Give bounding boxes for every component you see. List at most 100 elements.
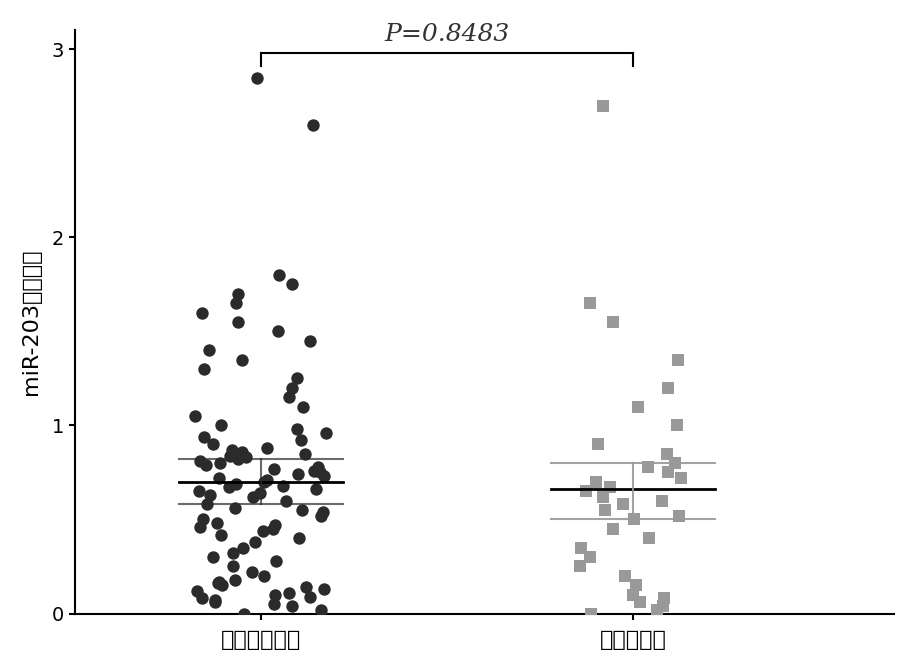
Point xyxy=(596,492,610,503)
Point xyxy=(629,580,643,590)
Y-axis label: miR-203表达水平: miR-203表达水平 xyxy=(21,249,41,395)
Point xyxy=(313,467,328,478)
Point xyxy=(670,420,684,431)
Point xyxy=(282,587,296,598)
Point xyxy=(231,317,245,327)
Point xyxy=(291,469,306,480)
Point xyxy=(234,446,249,457)
Point xyxy=(228,503,242,513)
Point xyxy=(661,467,675,478)
Point xyxy=(257,570,272,581)
Point xyxy=(191,486,206,497)
Point xyxy=(244,567,259,578)
Point xyxy=(208,595,222,606)
Point xyxy=(248,537,263,548)
Point xyxy=(633,597,648,607)
Point xyxy=(267,599,282,609)
Point xyxy=(213,529,228,540)
Point xyxy=(213,420,228,431)
Point xyxy=(268,520,283,531)
Point xyxy=(314,511,328,521)
Point xyxy=(292,533,307,544)
Point xyxy=(188,411,202,421)
Point xyxy=(296,401,310,412)
Point xyxy=(221,482,236,493)
Point xyxy=(316,507,330,517)
Point xyxy=(267,589,282,600)
Point xyxy=(654,495,669,506)
Point xyxy=(606,523,620,534)
Point xyxy=(310,462,325,472)
Point xyxy=(197,431,211,442)
Point xyxy=(307,465,321,476)
Point xyxy=(266,523,281,534)
Point xyxy=(197,364,211,374)
Point xyxy=(275,480,290,491)
Point xyxy=(317,584,331,595)
Point xyxy=(282,392,296,403)
Point xyxy=(250,72,264,83)
Point xyxy=(193,456,208,466)
Point xyxy=(229,478,243,489)
Point xyxy=(267,463,282,474)
Point xyxy=(193,521,208,532)
Point xyxy=(194,593,209,604)
Point xyxy=(308,484,323,495)
Point xyxy=(211,576,226,587)
Point xyxy=(270,326,285,337)
Point xyxy=(314,605,328,615)
Point xyxy=(245,492,260,503)
Point xyxy=(203,490,218,501)
Point xyxy=(297,448,312,459)
Point xyxy=(295,505,309,515)
Point xyxy=(272,270,286,280)
Point xyxy=(259,443,274,454)
Point xyxy=(674,473,689,484)
Point xyxy=(202,345,217,356)
Point xyxy=(231,289,245,299)
Point xyxy=(256,476,271,487)
Point xyxy=(189,586,204,597)
Point xyxy=(208,597,222,607)
Point xyxy=(260,474,274,485)
Point xyxy=(285,279,299,290)
Point xyxy=(195,307,210,318)
Point xyxy=(211,473,226,484)
Point xyxy=(650,605,664,615)
Point xyxy=(656,593,671,604)
Point xyxy=(574,542,588,553)
Point xyxy=(290,424,305,435)
Point xyxy=(255,525,270,536)
Point xyxy=(671,354,685,365)
Point xyxy=(215,580,230,590)
Point xyxy=(660,448,674,459)
Point xyxy=(213,458,228,468)
Point xyxy=(199,460,213,470)
Point xyxy=(588,476,603,487)
Point xyxy=(206,439,221,450)
Point xyxy=(616,499,630,510)
Point xyxy=(205,552,220,562)
Point xyxy=(661,382,675,393)
Point xyxy=(231,454,245,464)
Point xyxy=(317,471,331,482)
Point xyxy=(224,444,239,455)
Point xyxy=(226,561,241,572)
Point xyxy=(303,591,318,602)
Point xyxy=(211,578,226,588)
Point xyxy=(278,495,293,506)
Point xyxy=(229,298,243,309)
Point xyxy=(285,382,299,393)
Point xyxy=(573,561,587,572)
Point xyxy=(269,556,284,566)
Point xyxy=(641,533,656,544)
Point xyxy=(655,601,670,611)
Point xyxy=(210,518,224,529)
Point xyxy=(606,317,620,327)
Point xyxy=(591,439,606,450)
Point xyxy=(236,542,251,553)
Point xyxy=(627,514,641,525)
Point xyxy=(239,452,253,463)
Point xyxy=(582,552,597,562)
Point xyxy=(668,458,683,468)
